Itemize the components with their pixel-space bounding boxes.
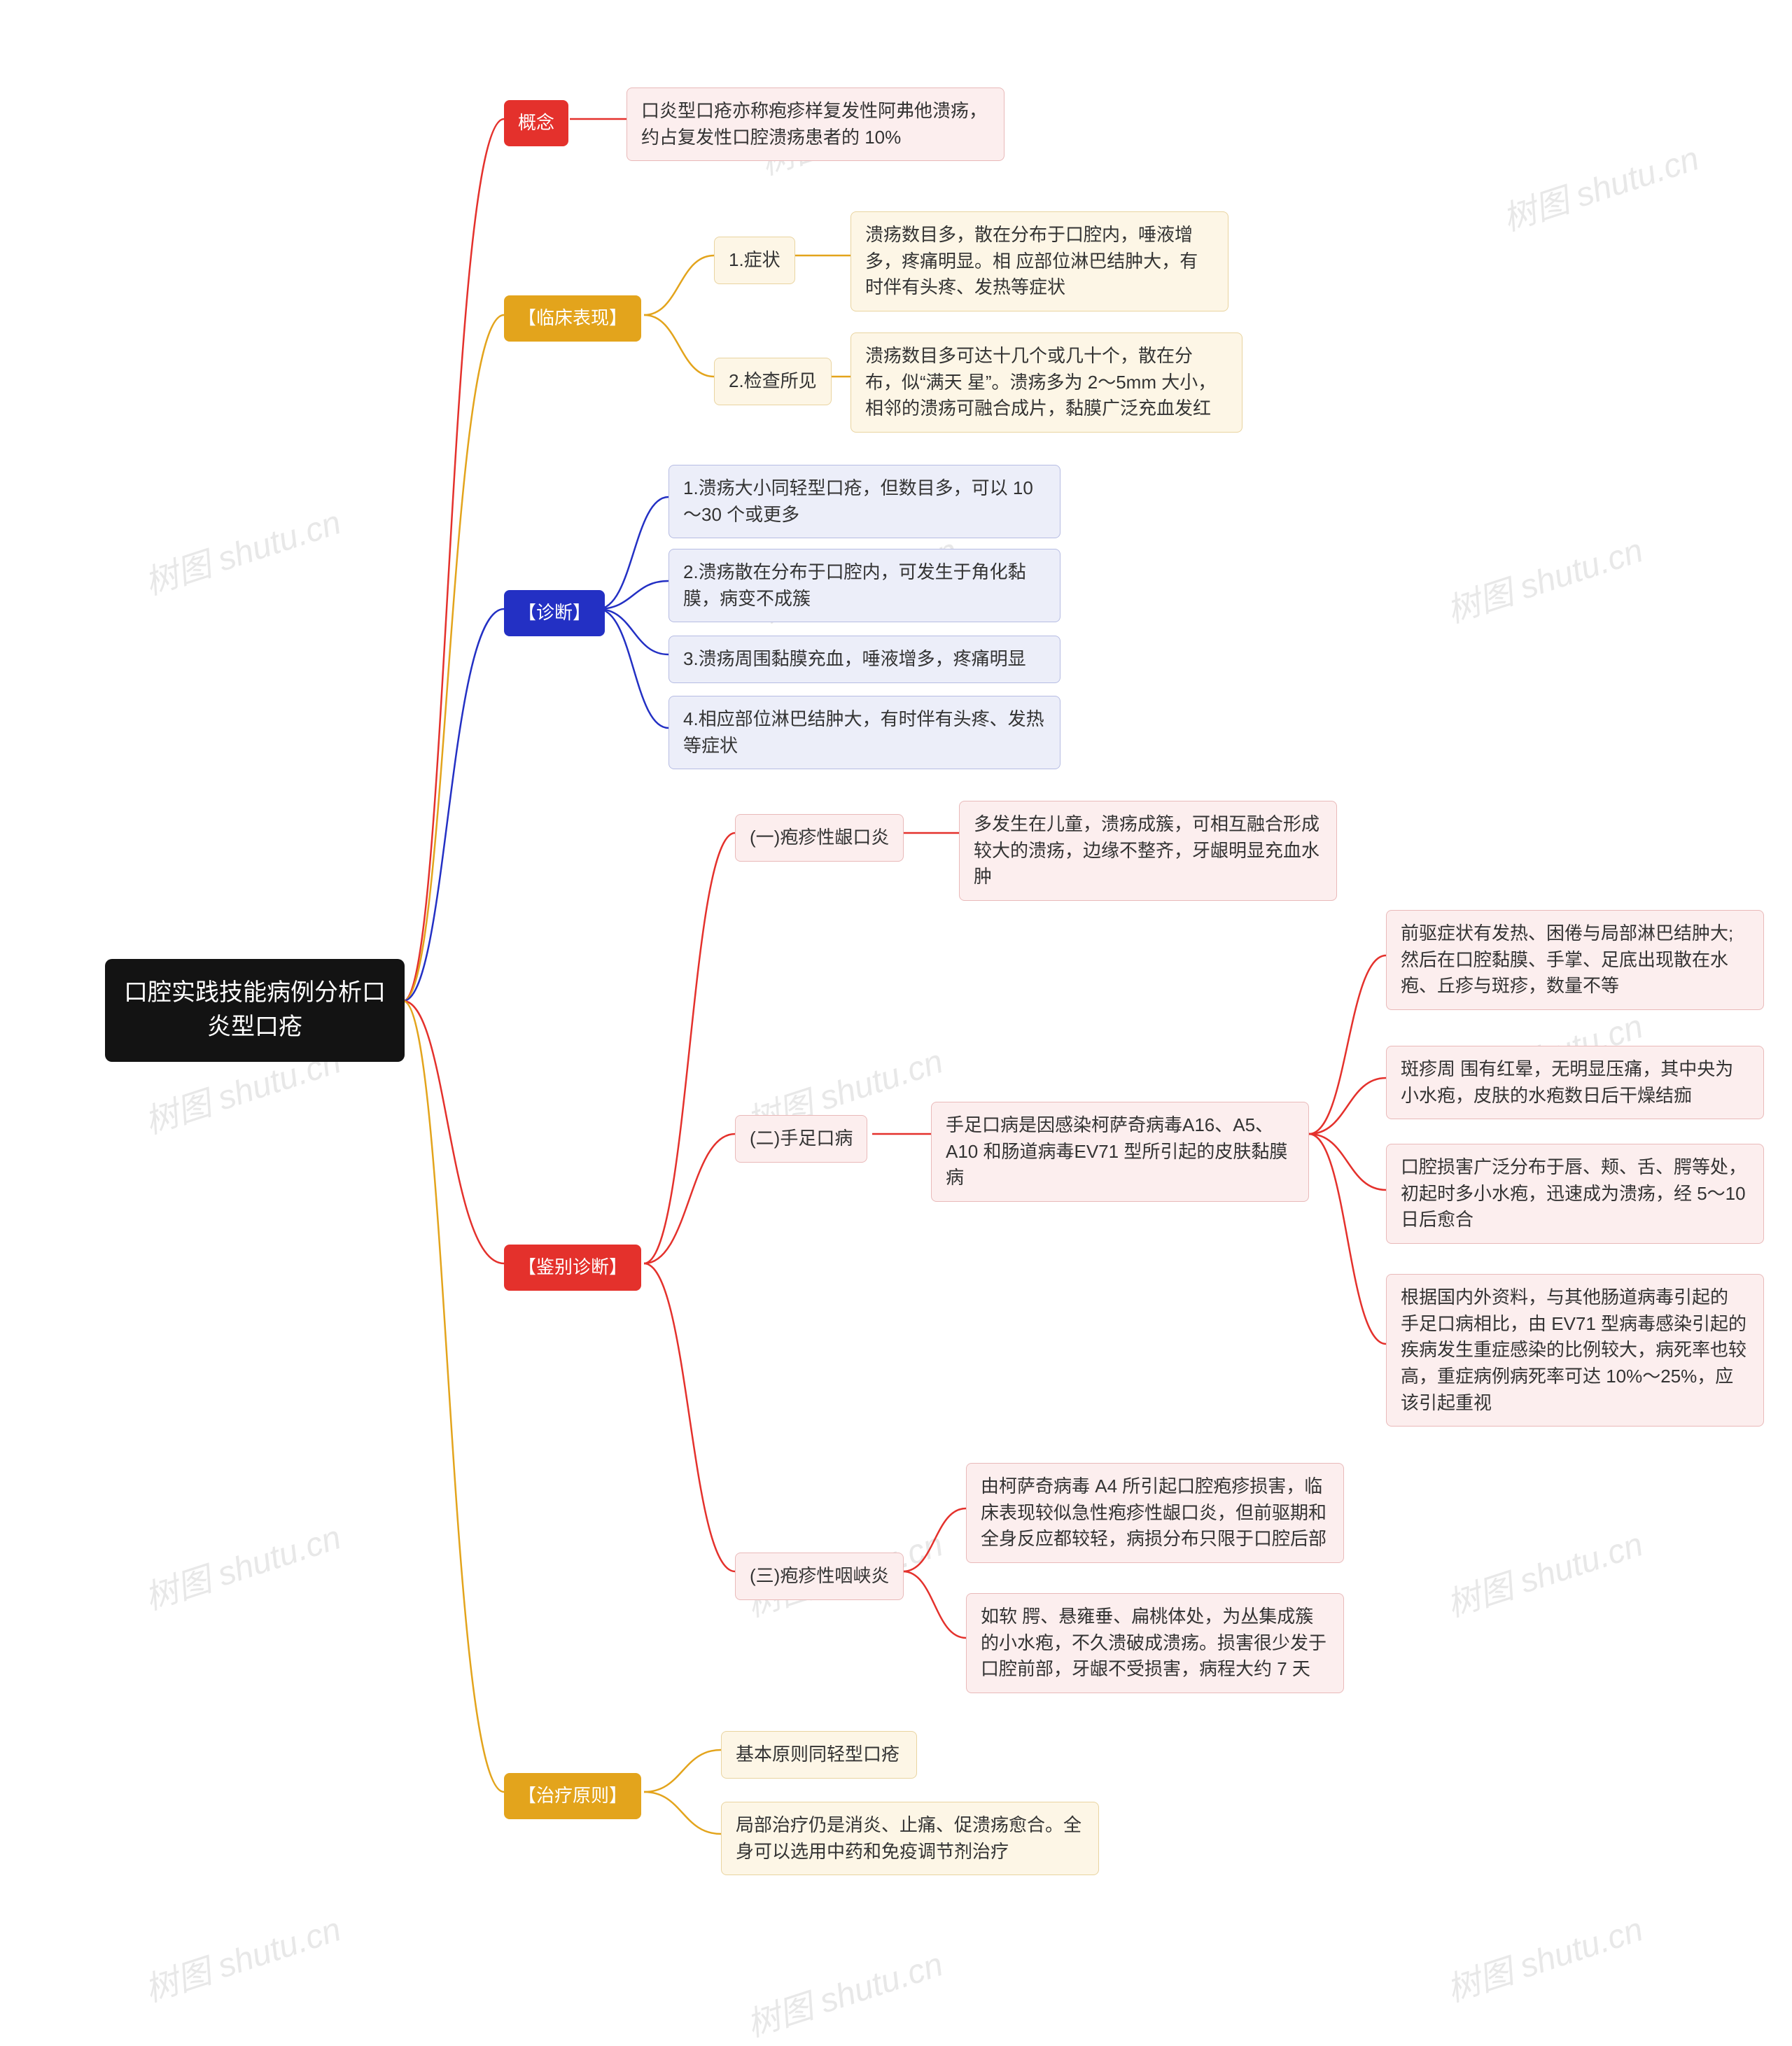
ddx-1-text: 多发生在儿童，溃疡成簇，可相互融合形成较大的溃疡，边缘不整齐，牙龈明显充血水肿 — [959, 801, 1337, 901]
ddx-2-leaf-3: 口腔损害广泛分布于唇、颊、舌、腭等处，初起时多小水疱，迅速成为溃疡，经 5～10… — [1386, 1144, 1764, 1244]
branch-concept: 概念 — [504, 100, 568, 146]
watermark: 树图 shutu.cn — [1495, 131, 1704, 240]
root-line1: 口腔实践技能病例分析口 — [124, 979, 386, 1006]
ddx-2-label: (二)手足口病 — [735, 1115, 867, 1163]
ddx-1-label: (一)疱疹性龈口炎 — [735, 814, 904, 862]
watermark: 树图 shutu.cn — [137, 1510, 346, 1619]
ddx-2-bridge: 手足口病是因感染柯萨奇病毒A16、A5、A10 和肠道病毒EV71 型所引起的皮… — [931, 1102, 1309, 1202]
ddx-2-leaf-2: 斑疹周 围有红晕，无明显压痛，其中央为小水疱，皮肤的水疱数日后干燥结痂 — [1386, 1046, 1764, 1119]
diag-item-2: 2.溃疡散在分布于口腔内，可发生于角化黏膜，病变不成簇 — [668, 549, 1060, 622]
watermark: 树图 shutu.cn — [137, 1902, 346, 2011]
clinical-item-2-text: 溃疡数目多可达十几个或几十个，散在分布，似“满天 星”。溃疡多为 2～5mm 大… — [850, 332, 1242, 433]
concept-text: 口炎型口疮亦称疱疹样复发性阿弗他溃疡，约占复发性口腔溃疡患者的 10% — [626, 87, 1004, 161]
watermark: 树图 shutu.cn — [137, 495, 346, 604]
ddx-3-leaf-1: 由柯萨奇病毒 A4 所引起口腔疱疹损害，临床表现较似急性疱疹性龈口炎，但前驱期和… — [966, 1463, 1344, 1563]
treat-item-2: 局部治疗仍是消炎、止痛、促溃疡愈合。全身可以选用中药和免疫调节剂治疗 — [721, 1802, 1099, 1875]
diag-item-4: 4.相应部位淋巴结肿大，有时伴有头疼、发热等症状 — [668, 696, 1060, 769]
watermark: 树图 shutu.cn — [739, 1937, 948, 2046]
watermark: 树图 shutu.cn — [1439, 523, 1648, 632]
branch-diag: 【诊断】 — [504, 590, 605, 636]
ddx-2-leaf-4: 根据国内外资料，与其他肠道病毒引起的 手足口病相比，由 EV71 型病毒感染引起… — [1386, 1274, 1764, 1427]
treat-item-1: 基本原则同轻型口疮 — [721, 1731, 917, 1779]
diag-item-3: 3.溃疡周围黏膜充血，唾液增多，疼痛明显 — [668, 636, 1060, 683]
ddx-3-label: (三)疱疹性咽峡炎 — [735, 1553, 904, 1600]
watermark: 树图 shutu.cn — [1439, 1902, 1648, 2011]
branch-clinical: 【临床表现】 — [504, 295, 641, 342]
watermark: 树图 shutu.cn — [1439, 1517, 1648, 1626]
clinical-item-2-label: 2.检查所见 — [714, 358, 832, 405]
branch-treat: 【治疗原则】 — [504, 1773, 641, 1819]
root-line2: 炎型口疮 — [207, 1014, 302, 1040]
ddx-3-leaf-2: 如软 腭、悬雍垂、扁桃体处，为丛集成簇的小水疱，不久溃破成溃疡。损害很少发于口腔… — [966, 1593, 1344, 1693]
clinical-item-1-label: 1.症状 — [714, 237, 795, 284]
root-node: 口腔实践技能病例分析口 炎型口疮 — [105, 959, 405, 1062]
clinical-item-1-text: 溃疡数目多，散在分布于口腔内，唾液增多，疼痛明显。相 应部位淋巴结肿大，有时伴有… — [850, 211, 1228, 311]
branch-ddx: 【鉴别诊断】 — [504, 1245, 641, 1291]
ddx-2-leaf-1: 前驱症状有发热、困倦与局部淋巴结肿大;然后在口腔黏膜、手掌、足底出现散在水疱、丘… — [1386, 910, 1764, 1010]
diag-item-1: 1.溃疡大小同轻型口疮，但数目多，可以 10～30 个或更多 — [668, 465, 1060, 538]
